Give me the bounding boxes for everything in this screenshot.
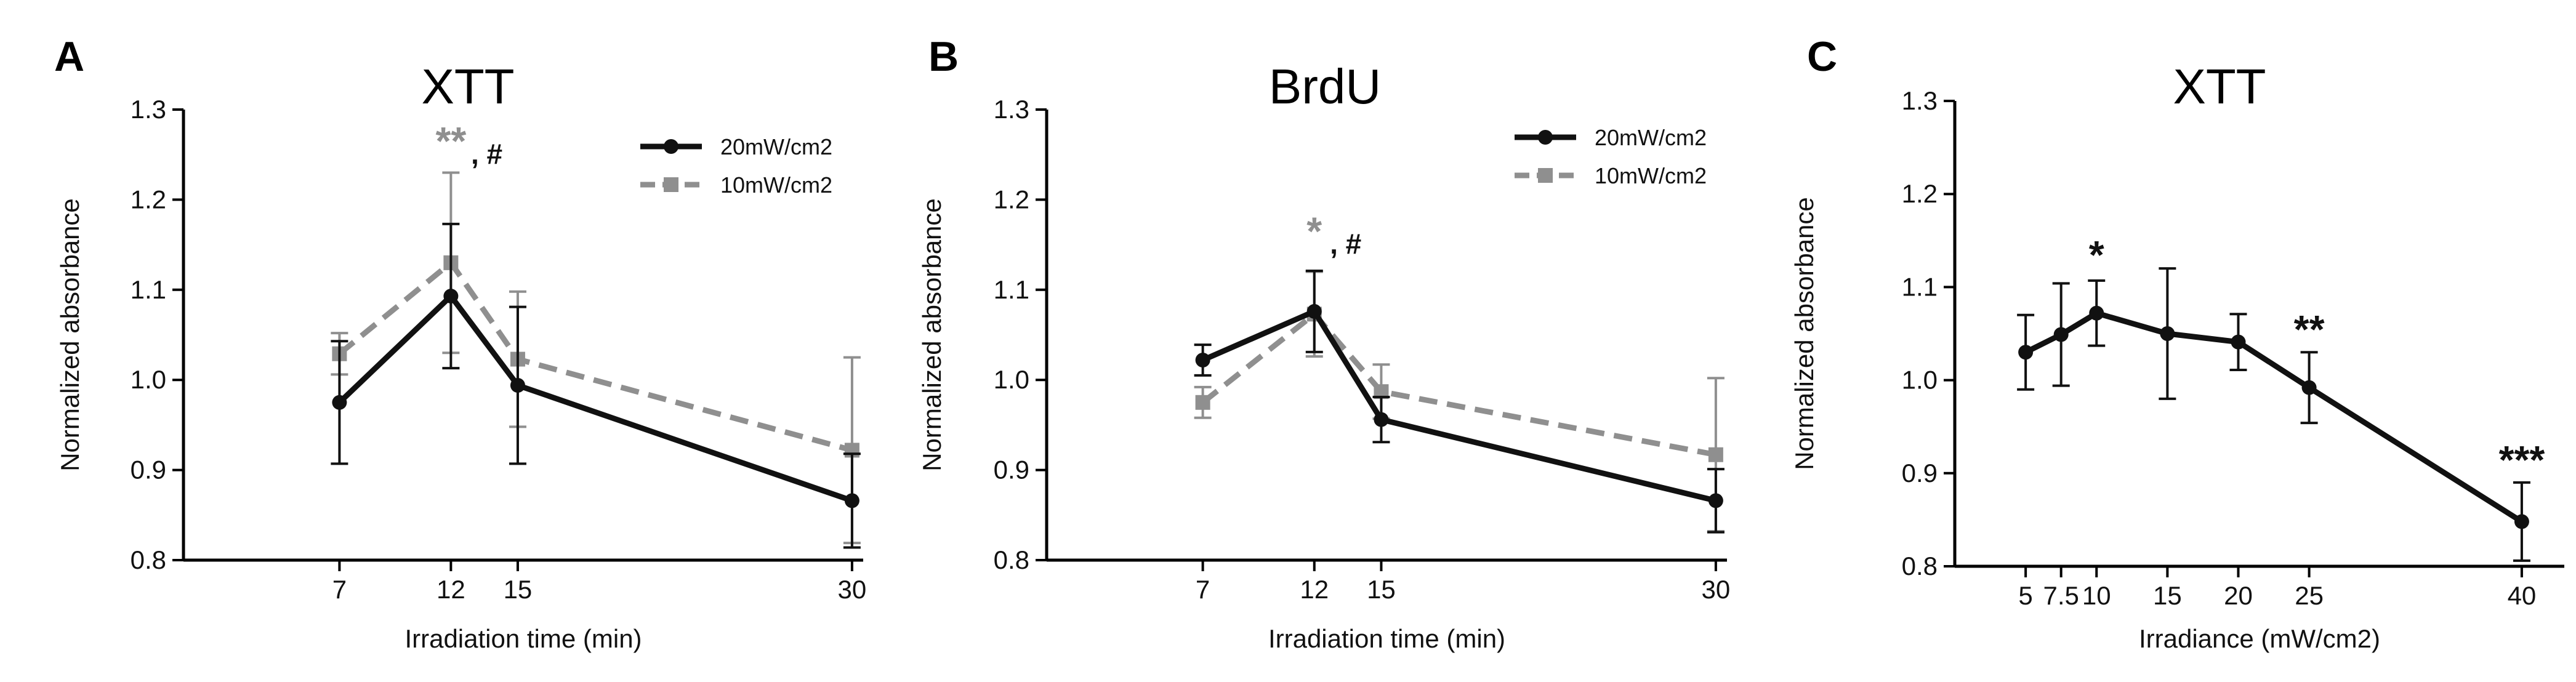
y-tick-label: 1.3 [131, 95, 166, 124]
y-tick-label: 1.1 [994, 275, 1029, 304]
x-tick-label: 40 [2508, 581, 2537, 610]
x-axis-label: Irradiation time (min) [1268, 624, 1505, 653]
significance-annotation: * [2089, 233, 2104, 277]
series-line [337, 260, 853, 453]
data-point [2514, 514, 2529, 529]
data-point [2089, 305, 2104, 321]
data-point [1708, 447, 1723, 462]
series-line [1201, 311, 1717, 458]
legend-label: 20mW/cm2 [1595, 125, 1707, 150]
data-point [443, 289, 459, 304]
y-tick-label: 0.8 [1902, 552, 1938, 580]
y-tick-label: 1.2 [131, 185, 166, 214]
significance-annotation: * [1306, 209, 1322, 254]
x-axis-label: Irradiation time (min) [405, 624, 642, 653]
y-tick-label: 1.3 [1902, 86, 1938, 115]
x-tick-label: 30 [838, 575, 867, 604]
significance-annotation: ** [2294, 307, 2325, 351]
x-tick-label: 15 [1367, 575, 1396, 604]
significance-annotation: ** [435, 119, 466, 163]
data-point [1374, 412, 1389, 427]
panel-letter: A [54, 33, 84, 80]
data-point [1195, 395, 1210, 410]
y-tick-label: 1.3 [994, 95, 1029, 124]
x-tick-label: 15 [504, 575, 533, 604]
data-point [844, 493, 859, 508]
y-tick-label: 1.2 [1902, 179, 1938, 208]
y-tick-label: 0.9 [1902, 459, 1938, 487]
y-axis-label: Normalized absorbance [917, 198, 946, 471]
significance-annotation: , # [1330, 228, 1361, 260]
panel-b: B BrdU 0.8 0.9 1.0 1.1 1.2 1.3 7 12 15 30 Normalized… [917, 33, 1730, 653]
x-axis-label: Irradiance (mW/cm2) [2139, 624, 2380, 653]
data-point [1195, 352, 1210, 367]
panel-letter: B [928, 33, 959, 80]
x-tick-label: 15 [2153, 581, 2182, 610]
data-point [332, 395, 347, 410]
significance-annotation: *** [2499, 438, 2545, 482]
significance-annotation: , # [471, 138, 502, 170]
y-axis-label: Normalized absorbance [55, 198, 84, 471]
legend-marker [1538, 130, 1553, 145]
panel-c: C XTT 0.8 0.9 1.0 1.1 1.2 1.3 5 7.5 10 15 20 25 40 Norm… [1790, 33, 2564, 653]
x-tick-label: 7.5 [2043, 581, 2079, 610]
x-tick-label: 12 [437, 575, 465, 604]
data-point [510, 377, 525, 393]
x-tick-label: 7 [332, 575, 347, 604]
series-line [2024, 310, 2524, 524]
panel-a: A XTT 0.8 0.9 1.0 1.1 1.2 1.3 7 12 15 30 Normalized … [54, 33, 866, 653]
y-tick-label: 1.1 [1902, 272, 1938, 301]
legend-label: 10mW/cm2 [720, 172, 832, 198]
data-point [1306, 303, 1322, 319]
series-line [337, 293, 853, 503]
x-tick-label: 10 [2082, 581, 2111, 610]
data-point [2018, 345, 2034, 360]
y-tick-label: 1.0 [131, 365, 166, 394]
legend-label: 20mW/cm2 [720, 134, 832, 159]
data-point [1708, 493, 1723, 508]
legend-label: 10mW/cm2 [1595, 163, 1707, 188]
y-tick-label: 1.2 [994, 185, 1029, 214]
data-point [2053, 327, 2069, 342]
data-point [2231, 334, 2246, 350]
x-tick-label: 30 [1702, 575, 1731, 604]
y-tick-label: 0.8 [994, 545, 1029, 574]
chart-title: XTT [2173, 59, 2266, 114]
legend-marker [664, 177, 678, 192]
y-tick-label: 0.8 [131, 545, 166, 574]
x-tick-label: 7 [1196, 575, 1210, 604]
y-axis-label: Normalized absorbance [1790, 197, 1819, 470]
x-tick-label: 25 [2295, 581, 2324, 610]
series-line [1201, 308, 1717, 503]
data-point [2301, 380, 2317, 395]
y-tick-label: 0.9 [994, 455, 1029, 484]
data-point [2160, 326, 2175, 341]
chart-title: BrdU [1269, 59, 1381, 114]
y-tick-label: 0.9 [131, 455, 166, 484]
y-tick-label: 1.1 [131, 275, 166, 304]
y-tick-label: 1.0 [994, 365, 1029, 394]
legend-marker [1538, 168, 1553, 183]
legend-marker [664, 139, 678, 154]
y-tick-label: 1.0 [1902, 366, 1938, 395]
x-tick-label: 12 [1300, 575, 1329, 604]
x-tick-label: 5 [2018, 581, 2032, 610]
panel-letter: C [1807, 33, 1837, 80]
x-tick-label: 20 [2224, 581, 2253, 610]
chart-title: XTT [421, 59, 514, 114]
